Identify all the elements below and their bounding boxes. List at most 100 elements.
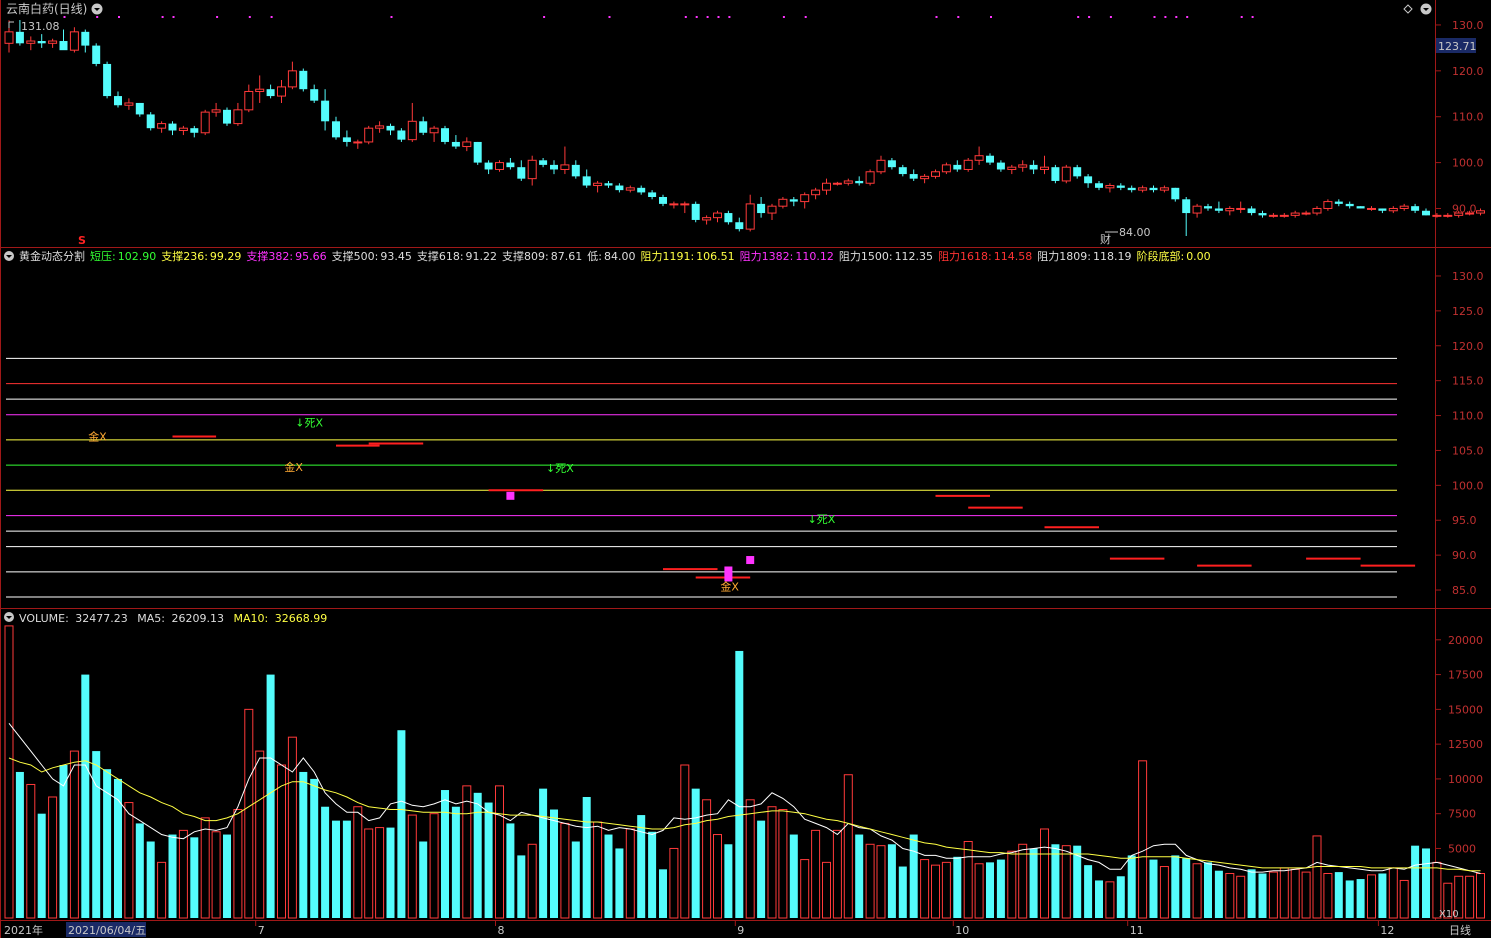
candle-body	[887, 160, 896, 168]
candle-body	[767, 205, 777, 214]
candle-body	[342, 137, 351, 142]
candle-body	[1214, 208, 1223, 211]
volume-bar	[1312, 835, 1322, 919]
indicator-item-label: 阻力1382:	[740, 250, 794, 263]
volume-bar	[419, 841, 428, 918]
volume-bar	[625, 828, 635, 919]
indicator-collapse-icon[interactable]	[4, 251, 14, 261]
ind-tick-label: 120.0	[1452, 340, 1484, 353]
volume-bar	[287, 736, 297, 919]
svg-text:VOLUME: 32477.23 M: VOLUME: 32477.23 MA5: 26209.13 MA10: 326…	[19, 612, 327, 625]
vol-tick-label: 12500	[1448, 738, 1483, 751]
top-marker	[1240, 16, 1243, 18]
candle-body	[953, 164, 962, 170]
vol-tick-label: 17500	[1448, 669, 1483, 682]
volume-bar	[506, 823, 515, 918]
volume-bar	[37, 813, 46, 918]
candle-body	[375, 125, 385, 129]
volume-bar	[451, 806, 460, 918]
volume-bar	[441, 790, 449, 918]
indicator-axis: 130.0 125.0 120.0 115.0 110.0 105.0 100.0 95.0 9…	[1436, 270, 1484, 597]
volume-bar	[941, 861, 951, 919]
volume-bar	[1422, 848, 1430, 918]
candle-body	[832, 182, 842, 185]
volume-bar	[865, 843, 875, 919]
volume-bar	[1258, 873, 1267, 918]
candle-body	[4, 31, 14, 44]
volume-bar	[745, 799, 755, 919]
volume-bar	[92, 751, 101, 918]
candle-body	[1345, 203, 1354, 207]
top-marker	[1186, 16, 1189, 18]
volume-bar	[986, 862, 994, 918]
volume-bar	[429, 813, 439, 919]
candle-body	[539, 160, 548, 165]
candle-body	[593, 182, 603, 187]
volume-bar	[702, 799, 712, 919]
high-label: 131.08	[21, 20, 60, 33]
candle-body	[582, 176, 591, 186]
indicator-item-value: 114.58	[994, 250, 1033, 263]
candlestick-series[interactable]	[4, 20, 1485, 236]
candle-body	[146, 114, 155, 129]
panel-diamond-icon[interactable]	[1403, 4, 1413, 14]
indicator-item-value: 93.45	[380, 250, 412, 263]
ind-tick-label: 115.0	[1452, 375, 1484, 388]
volume-bar	[1399, 879, 1409, 919]
volume-bar	[604, 834, 613, 918]
indicator-legend: 黄金动态分割 短压: 102.90 支撑236: 99.29 支撑382: 95.66 支撑5…	[19, 249, 1211, 263]
volume-bar	[157, 861, 167, 919]
volume-bar	[1268, 871, 1278, 919]
cross-signal: 金X	[88, 429, 107, 443]
candle-body	[255, 88, 265, 92]
candle-body	[1171, 187, 1180, 200]
candle-body	[1247, 208, 1256, 214]
candle-body	[103, 63, 112, 97]
top-marker	[608, 16, 611, 18]
top-marker	[957, 16, 960, 18]
volume-bar	[691, 788, 700, 918]
candle-body	[604, 183, 613, 186]
candle-body	[560, 164, 570, 170]
volume-collapse-icon[interactable]	[4, 612, 14, 622]
candle-body	[615, 185, 624, 191]
high-annotation: 131.08	[8, 20, 60, 33]
volume-bar	[1084, 865, 1093, 918]
candle-body	[1334, 201, 1343, 204]
stair-segments	[172, 435, 1416, 582]
volume-bar	[615, 848, 624, 918]
volume-bar	[462, 785, 472, 919]
candle-body	[941, 164, 951, 173]
ind-tick-label: 95.0	[1452, 514, 1477, 527]
cross-signal: ↓死X	[295, 417, 323, 430]
period-label[interactable]: 日线	[1449, 923, 1471, 937]
volume-bar	[1411, 845, 1420, 918]
candle-body	[1290, 212, 1300, 216]
candle-body	[135, 102, 144, 115]
ind-tick-label: 125.0	[1452, 305, 1484, 318]
indicator-header: 黄金动态分割 短压: 102.90 支撑236: 99.29 支撑382: 95.66 支撑5…	[4, 249, 1211, 263]
candle-body	[92, 45, 101, 64]
candle-body	[1422, 210, 1430, 216]
candle-body	[1399, 205, 1409, 209]
cross-signal: 金X	[720, 580, 739, 594]
candle-body	[1073, 167, 1082, 177]
candle-body	[550, 164, 558, 170]
selected-date[interactable]: 2021/06/04/五	[68, 924, 146, 937]
panel-close-icon[interactable]	[1420, 3, 1432, 15]
ind-tick-label: 90.0	[1452, 549, 1477, 562]
vol-ma10-line	[8, 757, 1481, 872]
current-price-label: 123.71	[1438, 40, 1477, 53]
volume-bar	[1367, 874, 1376, 919]
volume-bar	[1323, 872, 1333, 919]
volume-bar	[1345, 880, 1354, 918]
volume-bar	[146, 841, 155, 918]
candle-body	[114, 96, 122, 106]
collapse-icon[interactable]	[91, 3, 103, 15]
candle-body	[462, 141, 472, 148]
volume-bar	[48, 796, 58, 919]
candle-body	[625, 187, 635, 191]
volume-bar	[822, 861, 831, 919]
volume-bars[interactable]	[4, 625, 1485, 919]
